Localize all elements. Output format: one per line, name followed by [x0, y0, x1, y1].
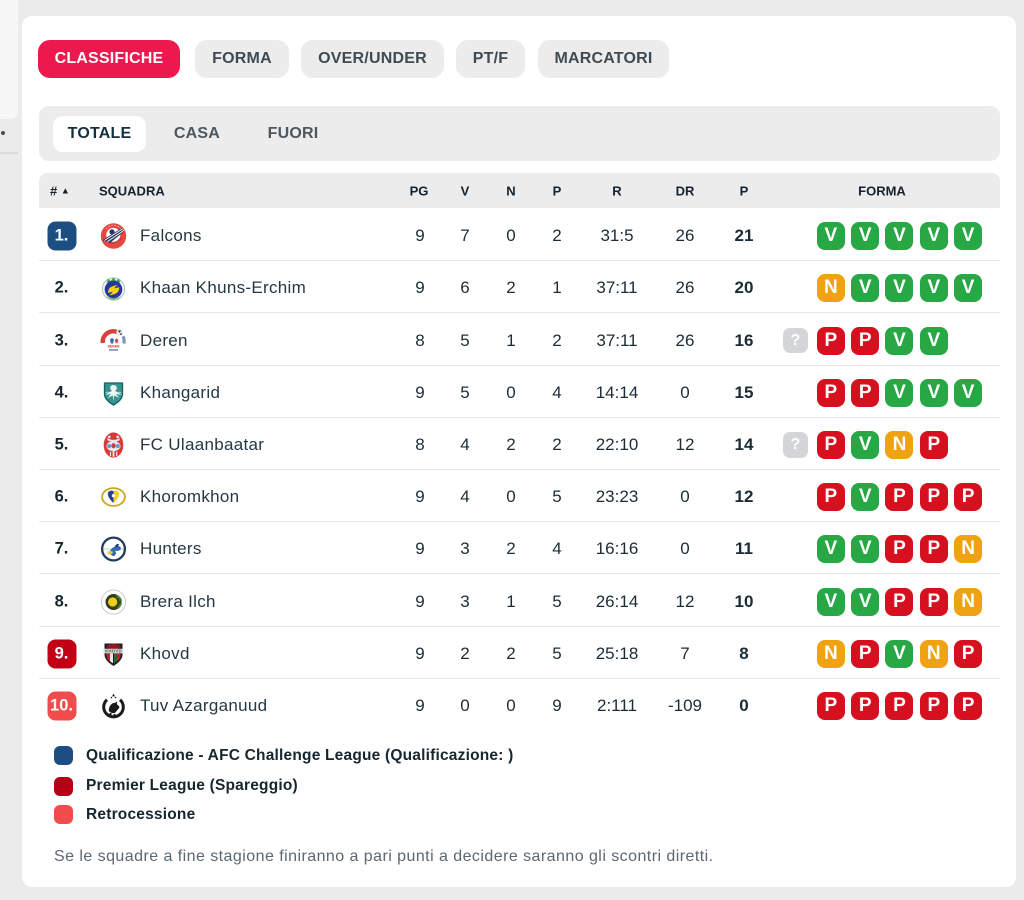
svg-text:DEREN: DEREN	[108, 344, 120, 348]
svg-text:KHOVD: KHOVD	[105, 648, 122, 653]
